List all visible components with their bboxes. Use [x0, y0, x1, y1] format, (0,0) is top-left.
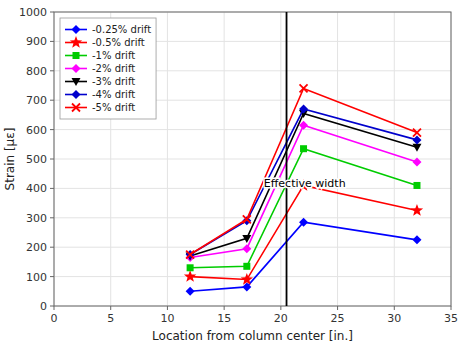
tick-label: 1000	[19, 6, 47, 19]
tick-label: 0	[40, 300, 47, 313]
tick	[50, 276, 54, 277]
point	[186, 251, 194, 259]
point	[187, 264, 194, 271]
tick-label: 400	[26, 182, 47, 195]
legend-label: -0.25% drift	[92, 24, 151, 35]
tick-label: 100	[26, 271, 47, 284]
tick	[110, 306, 111, 310]
tick-label: 5	[107, 312, 114, 325]
tick	[280, 306, 281, 310]
series	[186, 110, 422, 261]
point	[412, 235, 421, 244]
tick	[50, 100, 54, 101]
line	[190, 88, 417, 254]
legend-swatch	[65, 52, 87, 59]
tick-label: 25	[331, 312, 345, 325]
grid-line	[54, 247, 451, 248]
tick	[394, 306, 395, 310]
legend-swatch	[65, 64, 87, 73]
tick-label: 700	[26, 94, 47, 107]
tick	[451, 306, 452, 310]
chart: 0 5 10 15 20 25 30 35 0 100 200 300 400 500 600 700 800 9…	[0, 0, 463, 348]
tick-label: 20	[274, 312, 288, 325]
tick	[50, 12, 54, 13]
tick	[337, 306, 338, 310]
tick	[50, 129, 54, 130]
tick-label: 30	[387, 312, 401, 325]
point	[299, 105, 308, 114]
legend-label: -3% drift	[92, 76, 135, 87]
series	[184, 179, 423, 285]
grid-line	[54, 276, 451, 277]
legend-swatch	[65, 36, 87, 48]
grid	[54, 12, 451, 306]
tick-label: 10	[160, 312, 174, 325]
point	[413, 129, 421, 137]
tick-label: 600	[26, 124, 47, 137]
tick	[50, 188, 54, 189]
legend-label: -2% drift	[92, 63, 135, 74]
point	[413, 182, 420, 189]
grid-line	[54, 129, 451, 130]
annotation: Effective width	[264, 177, 346, 190]
legend-label: -4% drift	[92, 89, 135, 100]
tick	[54, 306, 55, 310]
tick-label: 900	[26, 35, 47, 48]
tick	[50, 217, 54, 218]
grid-line	[54, 159, 451, 160]
series	[186, 121, 422, 262]
reference-line	[286, 12, 288, 306]
tick	[50, 247, 54, 248]
legend-label: -5% drift	[92, 102, 135, 113]
series	[186, 84, 421, 258]
grid-line	[54, 217, 451, 218]
legend-box	[60, 18, 156, 119]
series	[186, 218, 422, 296]
x-axis-label: Location from column center [in.]	[152, 329, 353, 343]
legend-label: -1% drift	[92, 50, 135, 61]
tick-label: 500	[26, 153, 47, 166]
tick-label: 800	[26, 65, 47, 78]
tick	[167, 306, 168, 310]
legend-swatch	[65, 104, 87, 112]
point	[243, 263, 250, 270]
point	[186, 287, 195, 296]
grid-line	[54, 188, 451, 189]
legend-swatch	[65, 90, 87, 99]
point	[411, 204, 423, 216]
point	[300, 84, 308, 92]
point	[300, 145, 307, 152]
tick-label: 300	[26, 212, 47, 225]
tick	[224, 306, 225, 310]
tick	[50, 70, 54, 71]
line	[190, 149, 417, 268]
legend-swatch	[65, 25, 87, 34]
tick-label: 0	[51, 312, 58, 325]
point	[412, 157, 421, 166]
point	[242, 244, 251, 253]
tick	[50, 159, 54, 160]
tick	[50, 41, 54, 42]
legend-label: -0.5% drift	[92, 37, 145, 48]
point	[299, 218, 308, 227]
point	[186, 250, 195, 259]
y-axis-label: Strain [με]	[3, 128, 17, 191]
legend-swatch	[65, 78, 87, 86]
series-group	[184, 12, 423, 306]
plot-frame	[54, 12, 451, 306]
point	[242, 235, 251, 243]
point	[184, 270, 196, 282]
point	[412, 144, 421, 152]
line	[190, 125, 417, 257]
tick	[50, 306, 54, 307]
tick-label: 35	[444, 312, 458, 325]
plot-area	[54, 12, 451, 306]
point	[241, 273, 253, 285]
point	[243, 215, 251, 223]
legend: -0.25% drift -0.5% drift -1% drift -2% drif…	[60, 18, 156, 119]
tick-label: 15	[217, 312, 231, 325]
tick-label: 200	[26, 241, 47, 254]
